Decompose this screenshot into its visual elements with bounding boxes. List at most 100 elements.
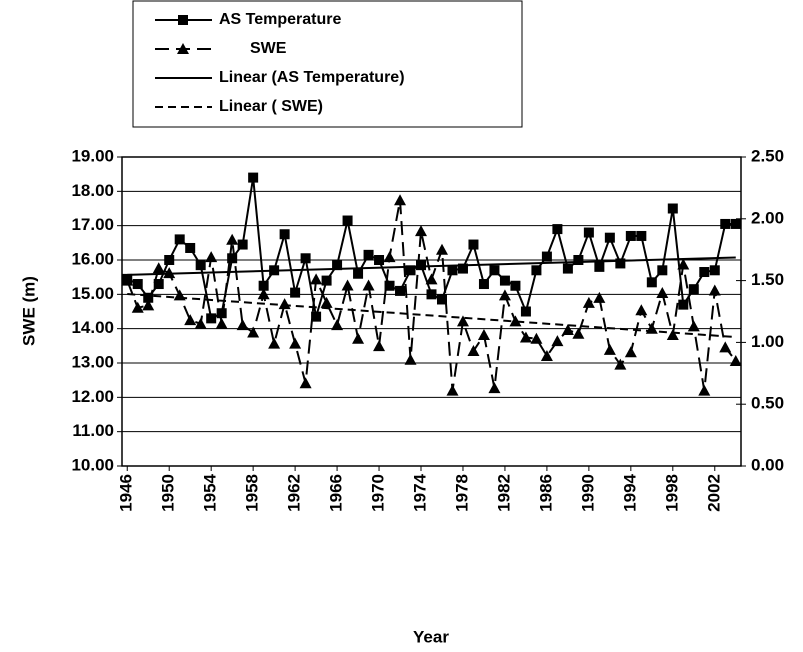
- square-marker: [573, 255, 584, 265]
- y2-tick-label: 0.50: [751, 394, 784, 413]
- square-marker: [342, 215, 353, 226]
- square-marker: [594, 261, 605, 272]
- square-marker: [541, 251, 552, 262]
- triangle-marker: [320, 296, 333, 308]
- x-tick-label: 1974: [410, 473, 429, 511]
- triangle-marker: [404, 353, 417, 365]
- triangle-marker: [352, 332, 365, 344]
- square-marker: [625, 230, 636, 241]
- triangle-marker: [572, 327, 585, 339]
- triangle-marker: [121, 274, 134, 286]
- y2-tick-label: 2.50: [751, 146, 784, 165]
- square-marker: [237, 239, 248, 250]
- x-tick-label: 1990: [578, 474, 597, 512]
- square-marker: [248, 172, 259, 183]
- square-marker: [457, 263, 468, 274]
- triangle-marker: [561, 324, 574, 336]
- triangle-marker: [519, 331, 532, 343]
- y-tick-label: 12.00: [71, 387, 114, 406]
- triangle-marker: [362, 279, 375, 291]
- square-marker: [688, 284, 699, 295]
- square-marker: [395, 285, 406, 296]
- y2-tick-label: 1.50: [751, 270, 784, 289]
- square-marker: [143, 292, 154, 303]
- triangle-marker: [425, 273, 438, 285]
- y2-tick-label: 0.00: [751, 455, 784, 474]
- square-marker: [426, 289, 437, 300]
- triangle-marker: [383, 251, 396, 263]
- y-tick-label: 18.00: [71, 181, 114, 200]
- square-marker: [478, 279, 489, 290]
- triangle-marker: [456, 315, 469, 327]
- x-tick-label: 1970: [369, 474, 388, 512]
- triangle-marker: [582, 296, 595, 308]
- y-tick-label: 10.00: [71, 455, 114, 474]
- square-marker: [174, 234, 185, 245]
- triangle-marker: [163, 267, 176, 279]
- triangle-marker: [708, 284, 721, 296]
- triangle-marker: [131, 301, 144, 313]
- x-tick-label: 1982: [494, 474, 513, 512]
- y-tick-label: 11.00: [72, 421, 114, 440]
- legend-label: Linear (AS Temperature): [219, 69, 405, 86]
- legend-marker: [177, 43, 189, 54]
- y-tick-label: 16.00: [71, 249, 114, 268]
- x-tick-label: 1986: [536, 474, 555, 512]
- square-marker: [636, 230, 647, 241]
- triangle-marker: [310, 273, 323, 285]
- square-marker: [332, 260, 343, 271]
- square-marker: [699, 267, 710, 278]
- square-marker: [730, 218, 741, 229]
- triangle-marker: [289, 337, 302, 349]
- x-tick-label: 1994: [620, 473, 639, 511]
- x-tick-label: 1958: [243, 474, 262, 512]
- square-marker: [258, 280, 269, 291]
- square-marker: [489, 265, 500, 276]
- legend-marker: [178, 15, 188, 25]
- square-marker: [615, 258, 626, 269]
- triangle-marker: [446, 384, 459, 396]
- square-marker: [646, 277, 657, 288]
- y-axis-title: SWE (m): [19, 276, 38, 346]
- triangle-marker: [635, 304, 648, 316]
- triangle-marker: [205, 251, 218, 263]
- square-marker: [216, 308, 227, 319]
- triangle-marker: [142, 299, 155, 311]
- triangle-marker: [236, 319, 249, 331]
- x-tick-label: 1962: [285, 474, 304, 512]
- legend-label: Linear ( SWE): [219, 98, 323, 115]
- square-marker: [416, 260, 427, 271]
- triangle-marker: [498, 289, 511, 301]
- triangle-marker: [257, 288, 270, 300]
- triangle-marker: [299, 377, 312, 389]
- square-marker: [520, 306, 531, 317]
- square-marker: [227, 253, 238, 264]
- triangle-marker: [698, 384, 711, 396]
- square-marker: [405, 265, 416, 276]
- y-tick-label: 14.00: [71, 318, 114, 337]
- x-tick-label: 1966: [327, 474, 346, 512]
- triangle-marker: [729, 354, 742, 366]
- square-marker: [657, 265, 668, 276]
- square-marker: [447, 265, 458, 276]
- square-marker: [436, 294, 447, 305]
- y-tick-label: 15.00: [71, 284, 114, 303]
- triangle-marker: [435, 243, 448, 255]
- legend-label: AS Temperature: [219, 11, 342, 28]
- triangle-marker: [184, 314, 197, 326]
- triangle-marker: [551, 335, 564, 347]
- triangle-marker: [719, 341, 732, 353]
- y2-tick-label: 2.00: [751, 208, 784, 227]
- triangle-marker: [677, 258, 690, 270]
- triangle-marker: [614, 358, 627, 370]
- plot-frame: [121, 156, 742, 467]
- triangle-marker: [624, 346, 637, 358]
- legend-label: SWE: [250, 40, 287, 57]
- triangle-marker: [656, 286, 669, 298]
- triangle-marker: [467, 345, 480, 357]
- square-marker: [562, 263, 573, 274]
- y-tick-label: 19.00: [71, 146, 114, 165]
- square-marker: [552, 224, 563, 235]
- square-marker: [583, 227, 594, 238]
